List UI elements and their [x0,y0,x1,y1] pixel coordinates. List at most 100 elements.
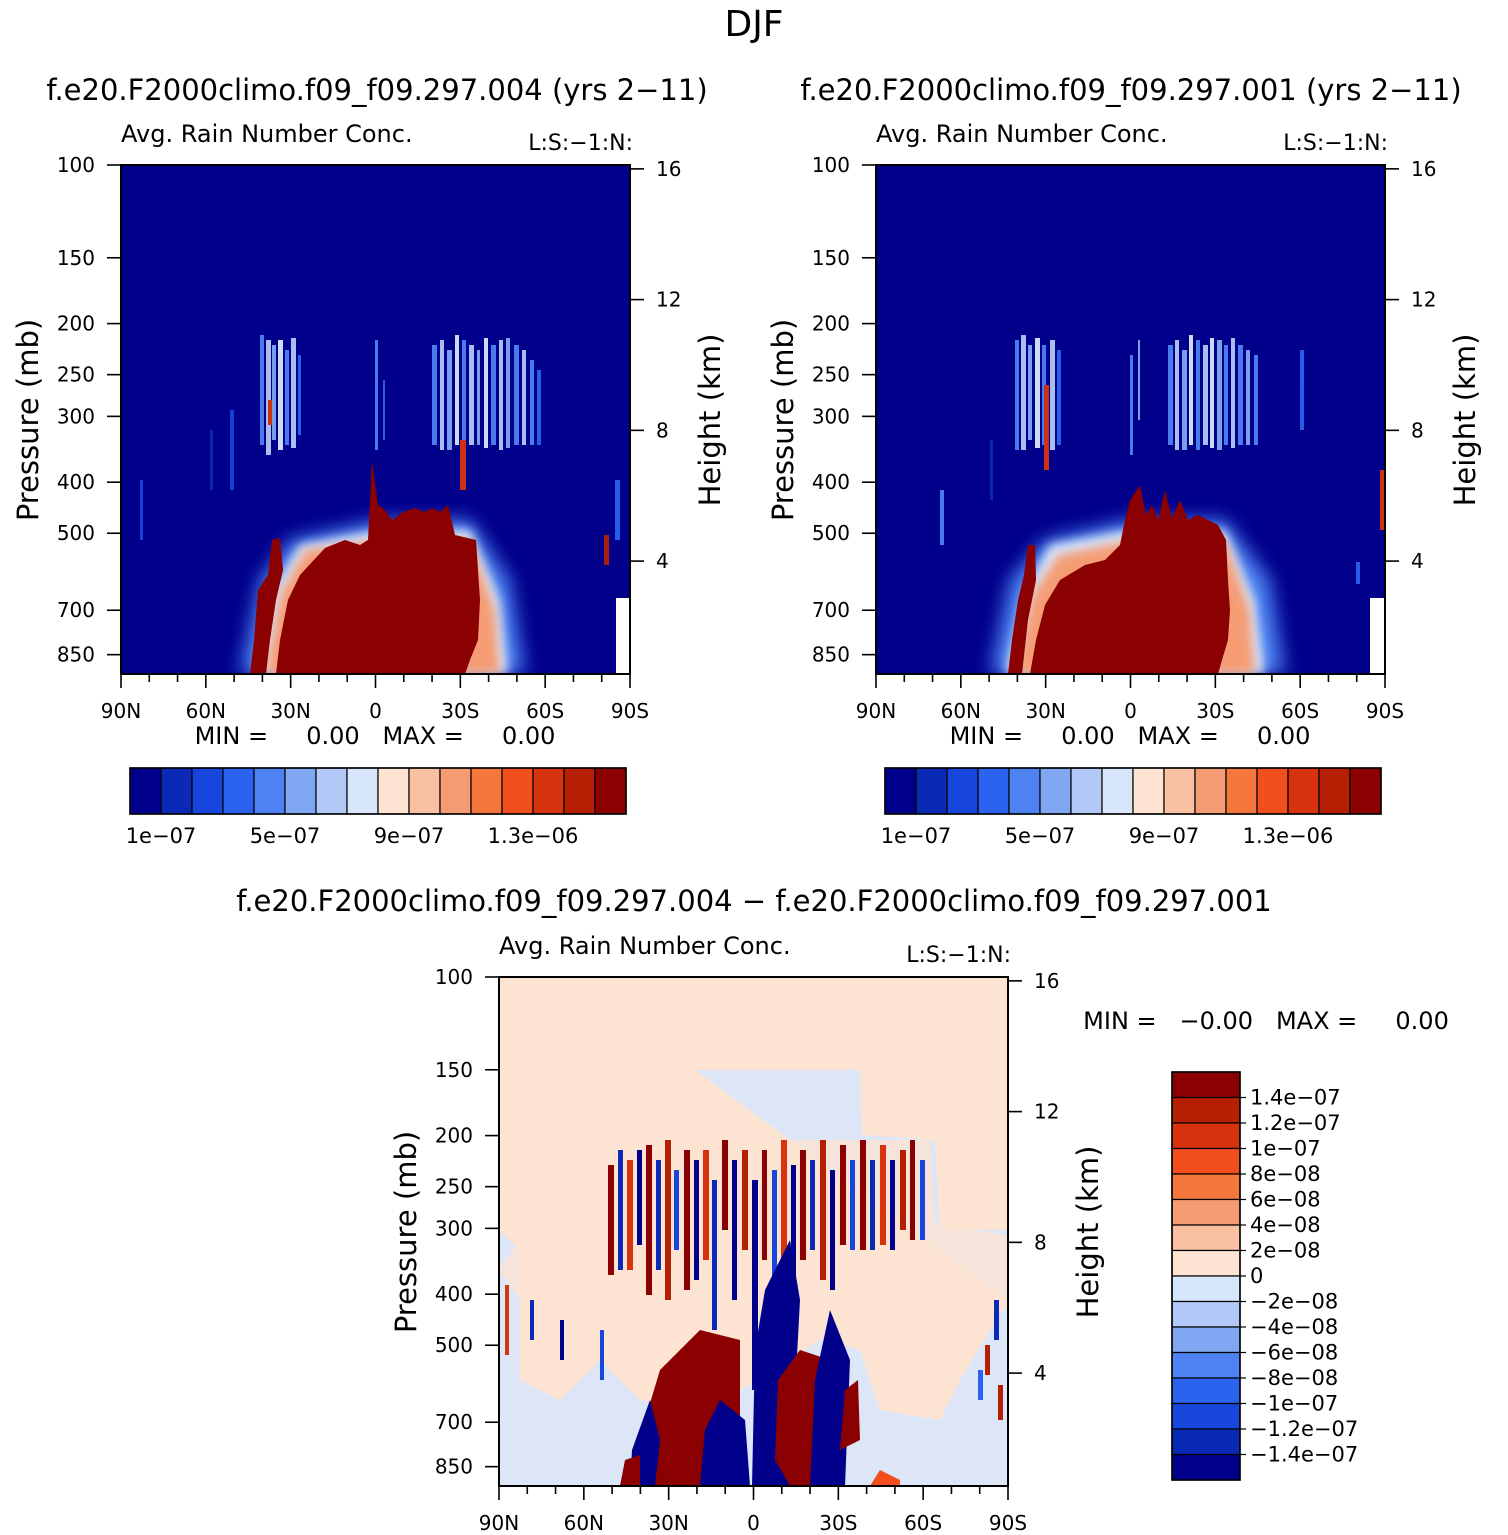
y2-tick-label: 8 [1411,418,1424,442]
y-tick-label: 850 [812,643,850,667]
x-tick-label: 90S [1366,699,1404,723]
panel-difference: f.e20.F2000climo.f09_f09.297.004 − f.e20… [236,884,1449,1535]
colorbar-swatch [1171,1300,1241,1328]
x-tick-label: 60S [526,699,564,723]
colorbar-swatch [1171,1096,1241,1124]
colorbar-swatch [563,767,596,815]
x-tick-label: 90S [989,1511,1027,1535]
y-tick-label: 100 [57,153,95,177]
colorbar-tick-label: 8e−08 [1250,1162,1321,1186]
colorbar-swatch [1132,767,1165,815]
colorbar-tick-label: 1e−07 [126,824,197,848]
y-tick-label: 300 [435,1216,473,1240]
colorbar-tick-label: 1e−07 [1250,1137,1321,1161]
colorbar-tick-label: −6e−08 [1250,1341,1338,1365]
colorbar-swatch [1008,767,1041,815]
y-tick-label: 150 [812,246,850,270]
y2-tick-label: 12 [656,288,681,312]
x-tick-label: 90S [611,699,649,723]
y2-tick-label: 4 [1411,549,1424,573]
y-tick-label: 200 [57,312,95,336]
y-tick-label: 850 [435,1455,473,1479]
x-tick-label: 60N [941,699,981,723]
y-axis-label: Pressure (mb) [389,1131,423,1333]
colorbar-swatch [253,767,286,815]
northern-rain-band [1008,545,1036,674]
y-tick-label: 250 [812,363,850,387]
level-annotation: L:S:−1:N: [528,131,633,156]
plot-field [499,977,1008,1486]
y2-tick-label: 16 [1034,969,1059,993]
colorbar-swatch [1171,1275,1241,1303]
variable-title: Avg. Rain Number Conc. [499,932,791,960]
y2-tick-label: 8 [656,418,669,442]
y-tick-label: 300 [812,404,850,428]
colorbar-tick-label: 2e−08 [1250,1239,1321,1263]
page-title: DJF [724,4,783,45]
min-max-readout: MIN = 0.00 MAX = 0.00 [195,722,556,750]
colorbar-tick-label: 1.4e−07 [1250,1086,1341,1110]
panel-run-001: f.e20.F2000climo.f09_f09.297.001 (yrs 2−… [766,73,1482,848]
y-tick-label: 150 [435,1058,473,1082]
colorbar-tick-label: −1e−07 [1250,1392,1338,1416]
colorbar-tick-label: 5e−07 [250,824,321,848]
y-tick-label: 100 [435,965,473,989]
colorbar-tick-label: 4e−08 [1250,1213,1321,1237]
y-tick-label: 500 [57,521,95,545]
colorbar-swatch [532,767,565,815]
colorbar-swatch [1171,1428,1241,1456]
upper-cloud-rain-streaks [940,335,1385,584]
colorbar-tick-label: 1.3e−06 [1243,824,1334,848]
colorbar-swatch [191,767,224,815]
x-tick-label: 60S [1281,699,1319,723]
colorbar-swatch [501,767,534,815]
colorbar-swatch [1287,767,1320,815]
y-tick-label: 500 [435,1333,473,1357]
colorbar-frame [129,767,627,815]
y2-axis-label: Height (km) [693,334,727,507]
x-tick-label: 30N [270,699,310,723]
colorbar-swatch [915,767,948,815]
colorbar-swatch [439,767,472,815]
colorbar-swatch [1163,767,1196,815]
colorbar-swatch [1171,1198,1241,1226]
panel-run-004: f.e20.F2000climo.f09_f09.297.004 (yrs 2−… [11,73,727,848]
x-tick-label: 0 [1124,699,1137,723]
surface-mask-polar [616,598,630,674]
y-tick-label: 100 [812,153,850,177]
colorbar-swatch [594,767,627,815]
y-axis-label: Pressure (mb) [766,319,800,521]
colorbar: 1.4e−071.2e−071e−078e−086e−084e−082e−080… [1171,1071,1358,1481]
level-annotation: L:S:−1:N: [1283,131,1388,156]
x-tick-label: 0 [747,1511,760,1535]
colorbar-tick-label: −1.4e−07 [1250,1443,1358,1467]
x-tick-label: 0 [369,699,382,723]
x-tick-label: 60S [904,1511,942,1535]
colorbar-swatch [408,767,441,815]
y-tick-label: 400 [812,470,850,494]
y2-tick-label: 8 [1034,1230,1047,1254]
colorbar-swatch [1225,767,1258,815]
level-annotation: L:S:−1:N: [906,943,1011,968]
colorbar-swatch [884,767,917,815]
y-tick-label: 400 [57,470,95,494]
northern-rain-band [250,538,283,674]
colorbar-swatch [1171,1377,1241,1405]
colorbar-swatch [977,767,1010,815]
y2-axis-label: Height (km) [1448,334,1482,507]
upper-cloud-rain-streaks [140,335,620,565]
colorbar-swatch [160,767,193,815]
colorbar-tick-label: 6e−08 [1250,1188,1321,1212]
colorbar-swatch [1171,1071,1241,1099]
colorbar-swatch [377,767,410,815]
x-tick-label: 30S [441,699,479,723]
case-title: f.e20.F2000climo.f09_f09.297.004 − f.e20… [236,884,1272,918]
y2-tick-label: 16 [656,157,681,181]
axes: 100 150 200 250 300 400 500 700 850 16 12 8 4 90N 60N 3… [435,965,1060,1535]
x-tick-label: 60N [564,1511,604,1535]
x-tick-label: 60N [186,699,226,723]
y-axis-label: Pressure (mb) [11,319,45,521]
x-tick-label: 30S [819,1511,857,1535]
y2-tick-label: 16 [1411,157,1436,181]
